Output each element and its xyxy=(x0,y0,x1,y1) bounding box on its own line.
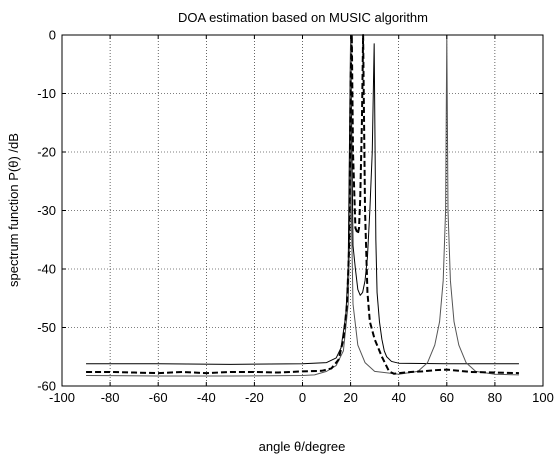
x-tick-label: 100 xyxy=(532,390,554,405)
y-tick-label: -50 xyxy=(37,320,56,335)
y-axis-ticks: 0 -10 -20 -30 -40 -50 -60 xyxy=(37,28,543,394)
y-tick-label: -40 xyxy=(37,262,56,277)
x-tick-label: 20 xyxy=(343,390,357,405)
y-axis-label: spectrum function P(θ) /dB xyxy=(6,133,21,287)
x-tick-label: -20 xyxy=(245,390,264,405)
x-axis-label: angle θ/degree xyxy=(259,439,346,454)
y-tick-label: 0 xyxy=(49,28,56,43)
series-line-2 xyxy=(86,34,519,377)
x-tick-label: 60 xyxy=(440,390,454,405)
grid-lines xyxy=(62,35,543,386)
x-tick-label: -100 xyxy=(49,390,75,405)
series-lines xyxy=(86,34,519,377)
x-axis-ticks: -100 -80 -60 -40 -20 0 20 40 60 80 100 xyxy=(49,35,554,405)
series-line-3 xyxy=(86,34,519,375)
x-tick-label: -80 xyxy=(101,390,120,405)
x-tick-label: 80 xyxy=(488,390,502,405)
x-tick-label: 40 xyxy=(391,390,405,405)
x-tick-label: 0 xyxy=(299,390,306,405)
series-line-1 xyxy=(86,34,519,365)
chart-title: DOA estimation based on MUSIC algorithm xyxy=(178,10,428,25)
y-tick-label: -30 xyxy=(37,203,56,218)
x-tick-label: -40 xyxy=(197,390,216,405)
x-tick-label: -60 xyxy=(149,390,168,405)
plot-area xyxy=(61,34,544,387)
y-tick-label: -10 xyxy=(37,86,56,101)
y-tick-label: -20 xyxy=(37,145,56,160)
y-tick-label: -60 xyxy=(37,379,56,394)
